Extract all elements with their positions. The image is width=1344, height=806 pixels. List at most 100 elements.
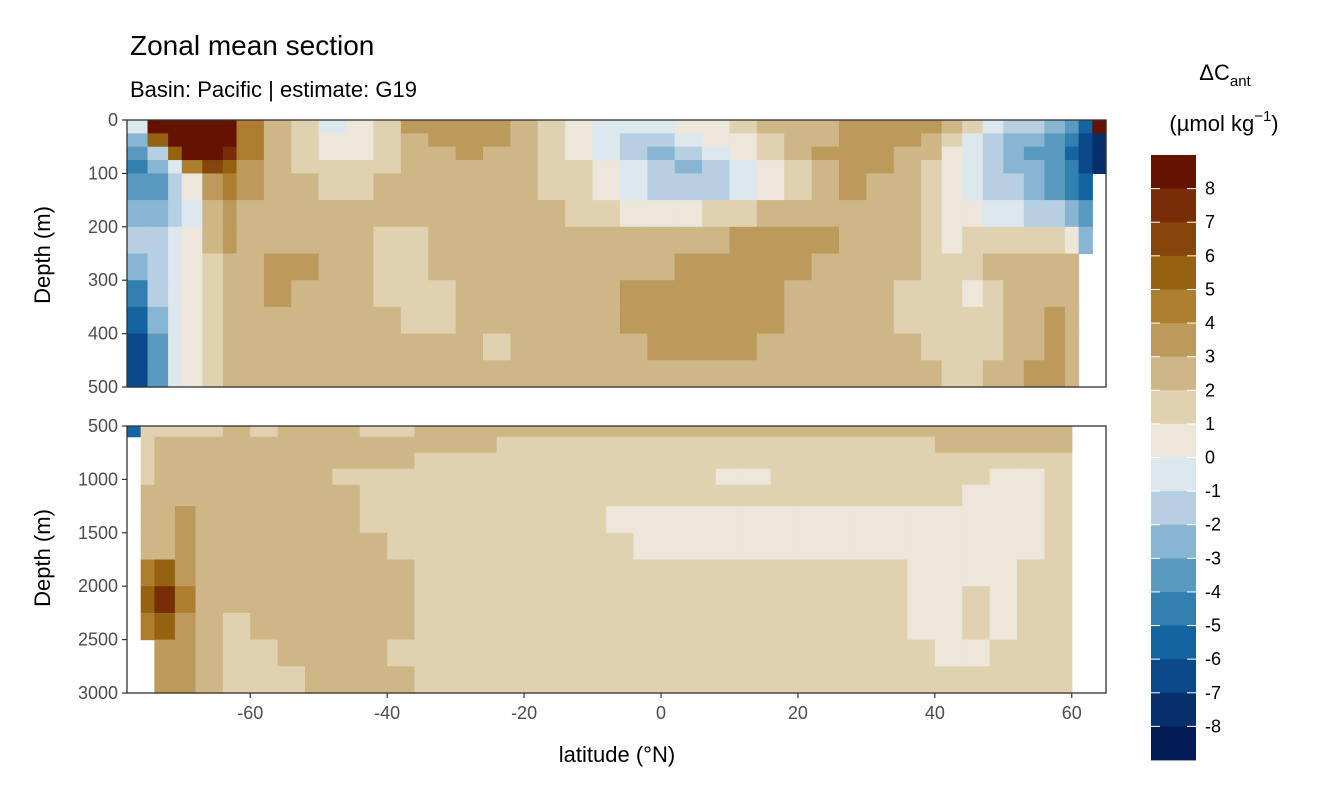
heatmap-cell xyxy=(387,436,416,454)
heatmap-cell xyxy=(674,280,703,308)
heatmap-cell xyxy=(195,506,224,534)
heatmap-cell xyxy=(174,586,197,614)
heatmap-cell xyxy=(1023,133,1045,148)
heatmap-cell xyxy=(565,253,594,281)
heatmap-cell xyxy=(688,484,717,507)
heatmap-cell xyxy=(387,639,416,667)
heatmap-cell xyxy=(263,173,292,201)
heatmap-cell xyxy=(318,280,347,308)
heatmap-cell xyxy=(400,160,429,174)
heatmap-cell xyxy=(400,226,429,255)
heatmap-cell xyxy=(455,133,484,148)
heatmap-cell xyxy=(962,484,991,507)
heatmap-cell xyxy=(962,200,984,228)
legend-swatch xyxy=(1151,155,1196,190)
heatmap-cell xyxy=(797,484,826,507)
heatmap-cell xyxy=(414,426,443,438)
heatmap-cell xyxy=(127,333,149,361)
heatmap-cell xyxy=(346,173,375,201)
heatmap-cell xyxy=(647,360,676,388)
heatmap-cell xyxy=(839,160,867,174)
heatmap-cell xyxy=(154,506,176,534)
heatmap-cell xyxy=(565,146,594,161)
heatmap-cell xyxy=(305,639,333,667)
heatmap-cell xyxy=(1064,146,1080,161)
heatmap-cell xyxy=(962,532,991,561)
heatmap-cell xyxy=(222,586,251,614)
heatmap-cell xyxy=(989,666,1018,694)
heatmap-cell xyxy=(852,426,881,438)
heatmap-cell xyxy=(537,333,566,361)
heatmap-cell xyxy=(154,532,176,561)
heatmap-cell xyxy=(962,306,984,335)
heatmap-cell xyxy=(606,452,635,470)
heatmap-cell xyxy=(455,160,484,174)
heatmap-cell xyxy=(619,306,648,335)
legend-swatch xyxy=(1151,659,1196,694)
heatmap-cell xyxy=(222,280,238,308)
heatmap-cell xyxy=(921,306,943,335)
heatmap-cell xyxy=(359,468,388,486)
heatmap-cell xyxy=(127,426,142,438)
heatmap-cell xyxy=(989,506,1018,534)
heatmap-cell xyxy=(1003,120,1025,134)
heatmap-cell xyxy=(174,436,197,454)
heatmap-cell xyxy=(934,426,963,438)
heatmap-cell xyxy=(195,666,224,694)
heatmap-cell xyxy=(140,506,155,534)
heatmap-cell xyxy=(1044,532,1073,561)
heatmap-cell xyxy=(907,468,936,486)
heatmap-cell xyxy=(455,226,484,255)
heatmap-cell xyxy=(181,200,203,228)
heatmap-cell xyxy=(346,226,375,255)
heatmap-cell xyxy=(441,612,470,641)
heatmap-cell xyxy=(346,333,375,361)
heatmap-cell xyxy=(715,452,744,470)
heatmap-cell xyxy=(414,484,443,507)
heatmap-cell xyxy=(633,559,662,587)
heatmap-cell xyxy=(962,468,991,486)
heatmap-cell xyxy=(483,173,511,201)
heatmap-cell xyxy=(154,639,176,667)
legend-swatch xyxy=(1151,625,1196,660)
heatmap-cell xyxy=(168,360,183,388)
heatmap-cell xyxy=(524,639,553,667)
heatmap-cell xyxy=(1017,532,1045,561)
heatmap-cell xyxy=(619,280,648,308)
heatmap-cell xyxy=(469,506,498,534)
heatmap-cell xyxy=(195,484,224,507)
heatmap-cell xyxy=(469,452,498,470)
heatmap-cell xyxy=(400,253,429,281)
heatmap-cell xyxy=(839,226,867,255)
heatmap-cell xyxy=(839,173,867,201)
heatmap-cell xyxy=(195,436,224,454)
heatmap-cell xyxy=(174,666,197,694)
heatmap-cell xyxy=(250,436,279,454)
legend-title-subscript: ant xyxy=(1230,73,1252,90)
chart-subtitle: Basin: Pacific | estimate: G19 xyxy=(130,77,417,102)
heatmap-cell xyxy=(982,360,1004,388)
heatmap-cell xyxy=(202,306,224,335)
heatmap-cell xyxy=(982,253,1004,281)
heatmap-cell xyxy=(222,436,251,454)
heatmap-cell xyxy=(578,426,607,438)
heatmap-cell xyxy=(1078,200,1093,228)
heatmap-cell xyxy=(1044,253,1066,281)
heatmap-cell xyxy=(1003,253,1025,281)
heatmap-cell xyxy=(263,226,292,255)
heatmap-cell xyxy=(400,146,429,161)
heatmap-cell xyxy=(592,146,621,161)
heatmap-cell xyxy=(332,426,361,438)
legend-tick-label: -1 xyxy=(1205,481,1221,501)
heatmap-cell xyxy=(277,586,306,614)
heatmap-cell xyxy=(195,532,224,561)
heatmap-cell xyxy=(1003,226,1025,255)
heatmap-cell xyxy=(619,226,648,255)
heatmap-cell xyxy=(1064,133,1080,148)
heatmap-cell xyxy=(127,120,149,134)
heatmap-cell xyxy=(127,306,149,335)
heatmap-cell xyxy=(811,226,840,255)
heatmap-cell xyxy=(455,253,484,281)
legend-tick-label: -3 xyxy=(1205,548,1221,568)
heatmap-cell xyxy=(921,333,943,361)
